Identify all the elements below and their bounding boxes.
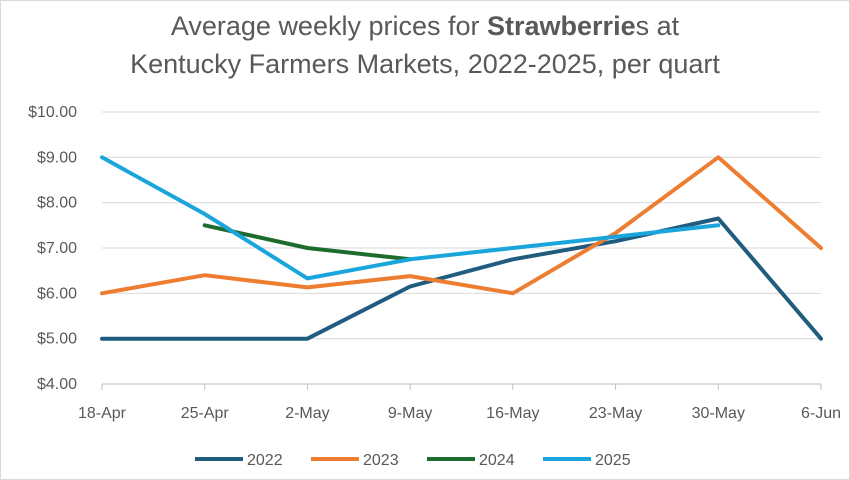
chart-title-line2: Kentucky Farmers Markets, 2022-2025, per… — [130, 49, 720, 79]
y-tick-label: $10.00 — [28, 104, 77, 121]
y-tick-label: $7.00 — [37, 240, 77, 257]
series-line-2025 — [100, 155, 721, 281]
chart-title-line1-pre: Average weekly prices for — [170, 11, 488, 41]
y-tick-label: $9.00 — [37, 149, 77, 166]
legend-label-2024: 2024 — [479, 452, 515, 469]
x-tick-label: 6-Jun — [801, 405, 841, 422]
x-tick-label: 2-May — [285, 405, 329, 422]
chart-title-bold-word: Strawberrie — [487, 11, 636, 41]
y-tick-label: $8.00 — [37, 195, 77, 212]
chart-title: Average weekly prices for Strawberries a… — [1, 7, 849, 83]
legend-label-2025: 2025 — [595, 452, 631, 469]
legend-label-2023: 2023 — [363, 452, 399, 469]
series-line-2024 — [202, 223, 413, 262]
x-tick-label: 9-May — [388, 405, 432, 422]
x-tick-label: 25-Apr — [181, 405, 230, 422]
x-tick-label: 23-May — [589, 405, 642, 422]
axes: $4.00 $5.00 $6.00 $7.00 $8.00 $9.00 $10.00 18-A… — [28, 104, 841, 422]
series-line-2023 — [100, 155, 823, 296]
x-tick-label: 30-May — [692, 405, 745, 422]
y-tick-label: $5.00 — [37, 331, 77, 348]
legend: 2022 2023 2024 2025 — [195, 452, 631, 469]
series-line-2022 — [100, 216, 823, 341]
y-tick-label: $4.00 — [37, 376, 77, 393]
legend-label-2022: 2022 — [247, 452, 283, 469]
x-tick-label: 18-Apr — [78, 405, 127, 422]
gridlines — [102, 111, 821, 340]
y-tick-label: $6.00 — [37, 285, 77, 302]
series-lines — [100, 155, 823, 341]
chart-title-line1-post: s at — [635, 11, 680, 41]
x-tick-label: 16-May — [486, 405, 539, 422]
